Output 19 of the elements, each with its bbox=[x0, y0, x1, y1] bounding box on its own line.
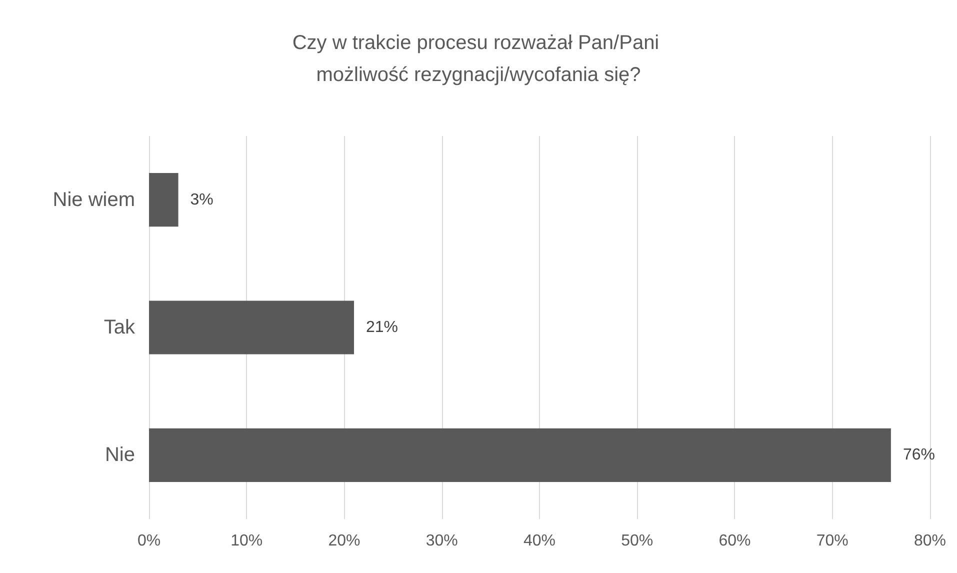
data-label: 76% bbox=[902, 446, 935, 464]
y-tick-label: Nie bbox=[104, 444, 135, 466]
x-tick-label: 40% bbox=[523, 532, 556, 550]
bar bbox=[149, 173, 178, 227]
x-tick-label: 70% bbox=[816, 532, 848, 550]
x-tick-label: 10% bbox=[230, 532, 263, 550]
x-tick-label: 50% bbox=[621, 532, 654, 550]
x-tick-label: 0% bbox=[137, 532, 161, 550]
bar bbox=[149, 300, 354, 354]
x-tick-label: 20% bbox=[328, 532, 360, 550]
x-tick-label: 60% bbox=[718, 532, 751, 550]
chart-title: Czy w trakcie procesu rozważał Pan/Pani możliwość rezygnacji/wycofania się? bbox=[292, 32, 665, 86]
x-tick-label: 80% bbox=[914, 532, 946, 550]
x-tick-label: 30% bbox=[426, 532, 458, 550]
data-label: 3% bbox=[190, 191, 214, 208]
data-label: 21% bbox=[366, 319, 398, 336]
y-tick-label: Nie wiem bbox=[52, 188, 135, 211]
y-tick-label: Tak bbox=[104, 316, 136, 338]
bar bbox=[149, 428, 891, 482]
